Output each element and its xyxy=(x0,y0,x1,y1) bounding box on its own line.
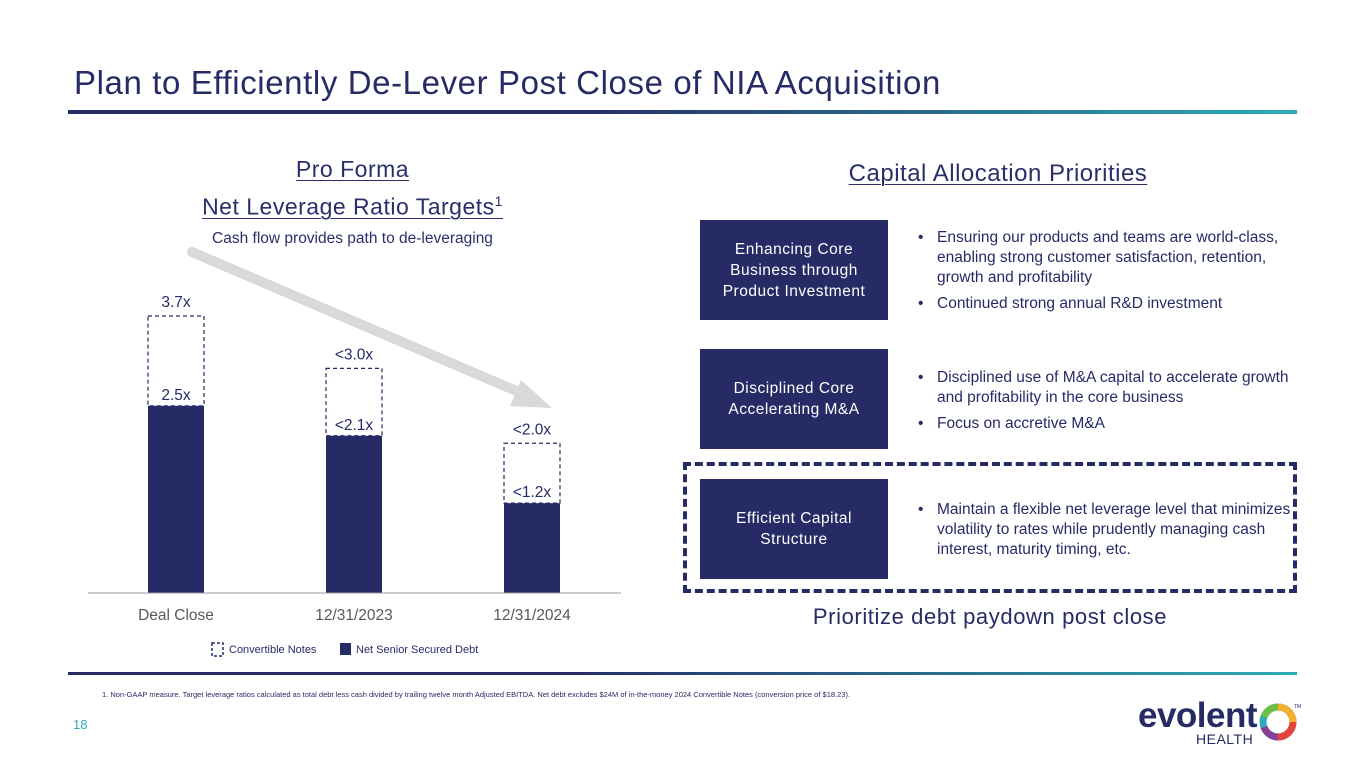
bar-label-net-senior-secured-debt: 2.5x xyxy=(161,387,191,404)
bullet-item: Disciplined use of M&A capital to accele… xyxy=(918,368,1293,408)
page-number: 18 xyxy=(73,717,88,732)
priority-bullets-capital-structure: Maintain a flexible net leverage level t… xyxy=(918,500,1293,566)
legend-swatch-net-senior-secured-debt xyxy=(340,643,351,655)
title-divider xyxy=(68,110,1297,114)
bar-net-senior-secured-debt xyxy=(148,405,204,593)
bar-label-net-senior-secured-debt: <2.1x xyxy=(335,417,374,434)
left-heading-text: Net Leverage Ratio Targets xyxy=(202,193,495,220)
trend-arrow xyxy=(187,247,533,401)
x-tick-label: 12/31/2023 xyxy=(315,607,393,624)
bottom-callout: Prioritize debt paydown post close xyxy=(812,604,1168,629)
capital-structure-highlight xyxy=(683,462,1297,593)
left-subtitle: Cash flow provides path to de-leveraging xyxy=(212,230,493,247)
bullet-item: Focus on accretive M&A xyxy=(918,414,1293,434)
left-heading-line2: Net Leverage Ratio Targets1 xyxy=(100,193,605,221)
x-tick-label: Deal Close xyxy=(138,607,214,624)
footnote: 1. Non-GAAP measure. Target leverage rat… xyxy=(102,690,851,699)
priority-box-capital-structure: Efficient Capital Structure xyxy=(700,479,888,579)
bar-convertible-notes xyxy=(147,315,205,407)
bar-convertible-notes xyxy=(325,367,383,437)
bar-net-senior-secured-debt xyxy=(326,435,382,593)
bullet-item: Ensuring our products and teams are worl… xyxy=(918,228,1293,288)
legend-label-net-senior-secured-debt: Net Senior Secured Debt xyxy=(356,644,478,656)
slide-title: Plan to Efficiently De-Lever Post Close … xyxy=(74,64,941,101)
bullet-item: Continued strong annual R&D investment xyxy=(918,294,1293,314)
legend-label-convertible-notes: Convertible Notes xyxy=(229,644,317,656)
footer-divider xyxy=(68,672,1297,675)
logo-tm: TM xyxy=(1294,704,1301,710)
bar-label-total: 3.7x xyxy=(161,294,191,311)
left-heading-line1: Pro Forma xyxy=(295,156,410,182)
priority-box-mna: Disciplined Core Accelerating M&A xyxy=(700,349,888,449)
trend-arrowhead xyxy=(510,380,552,408)
bar-label-net-senior-secured-debt: <1.2x xyxy=(513,484,552,501)
priority-box-product-investment: Enhancing Core Business through Product … xyxy=(700,220,888,320)
footnote-marker: 1 xyxy=(494,193,503,209)
x-tick-label: 12/31/2024 xyxy=(493,607,571,624)
logo-ring-icon: TM xyxy=(1259,703,1301,741)
logo-wordmark: evolent xyxy=(1138,696,1258,735)
right-heading: Capital Allocation Priorities xyxy=(848,160,1148,187)
bar-label-total: <2.0x xyxy=(513,421,552,438)
bullet-item: Maintain a flexible net leverage level t… xyxy=(918,500,1293,560)
bar-label-total: <3.0x xyxy=(335,346,374,363)
priority-bullets-mna: Disciplined use of M&A capital to accele… xyxy=(918,368,1293,440)
leverage-chart: 2.5x 3.7x <2.1x <3.0x <1.2x <2.0x Deal Close 1… xyxy=(88,247,621,657)
logo-subtext: HEALTH xyxy=(1196,731,1254,747)
priority-bullets-product-investment: Ensuring our products and teams are worl… xyxy=(918,228,1293,320)
bar-net-senior-secured-debt xyxy=(504,503,560,593)
legend-swatch-convertible-notes xyxy=(211,642,224,657)
